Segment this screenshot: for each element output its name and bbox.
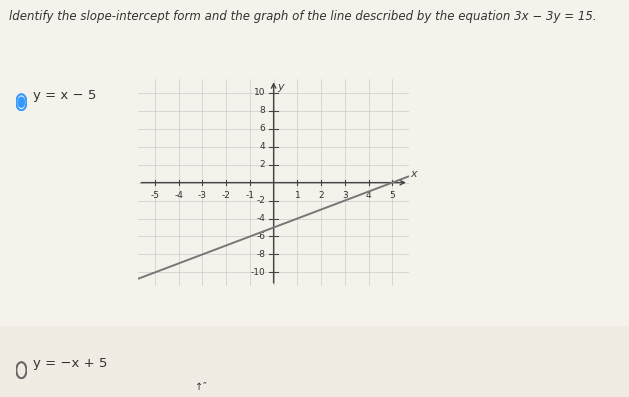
Text: 2: 2	[318, 191, 324, 200]
Text: 4: 4	[365, 191, 371, 200]
Text: -2: -2	[222, 191, 231, 200]
Text: 4: 4	[260, 142, 265, 151]
Text: y = −x + 5: y = −x + 5	[33, 357, 107, 370]
Text: y: y	[277, 82, 284, 92]
Text: ldentify the slope-intercept form and the graph of the line described by the equ: ldentify the slope-intercept form and th…	[9, 10, 597, 23]
Text: -4: -4	[174, 191, 183, 200]
Circle shape	[18, 97, 25, 107]
Text: -3: -3	[198, 191, 207, 200]
Text: 2: 2	[260, 160, 265, 169]
Text: -4: -4	[257, 214, 265, 223]
Text: ↑″: ↑″	[196, 382, 207, 392]
Text: -6: -6	[256, 232, 265, 241]
Text: 3: 3	[342, 191, 348, 200]
Text: -8: -8	[256, 250, 265, 259]
Text: x: x	[410, 169, 416, 179]
Text: 6: 6	[260, 124, 265, 133]
Text: 8: 8	[260, 106, 265, 115]
Text: -5: -5	[150, 191, 160, 200]
Text: 10: 10	[254, 89, 265, 97]
Text: 1: 1	[294, 191, 300, 200]
Text: -2: -2	[257, 196, 265, 205]
Text: -10: -10	[250, 268, 265, 277]
Text: y = x − 5: y = x − 5	[33, 89, 96, 102]
Text: -1: -1	[245, 191, 254, 200]
Text: 5: 5	[389, 191, 395, 200]
